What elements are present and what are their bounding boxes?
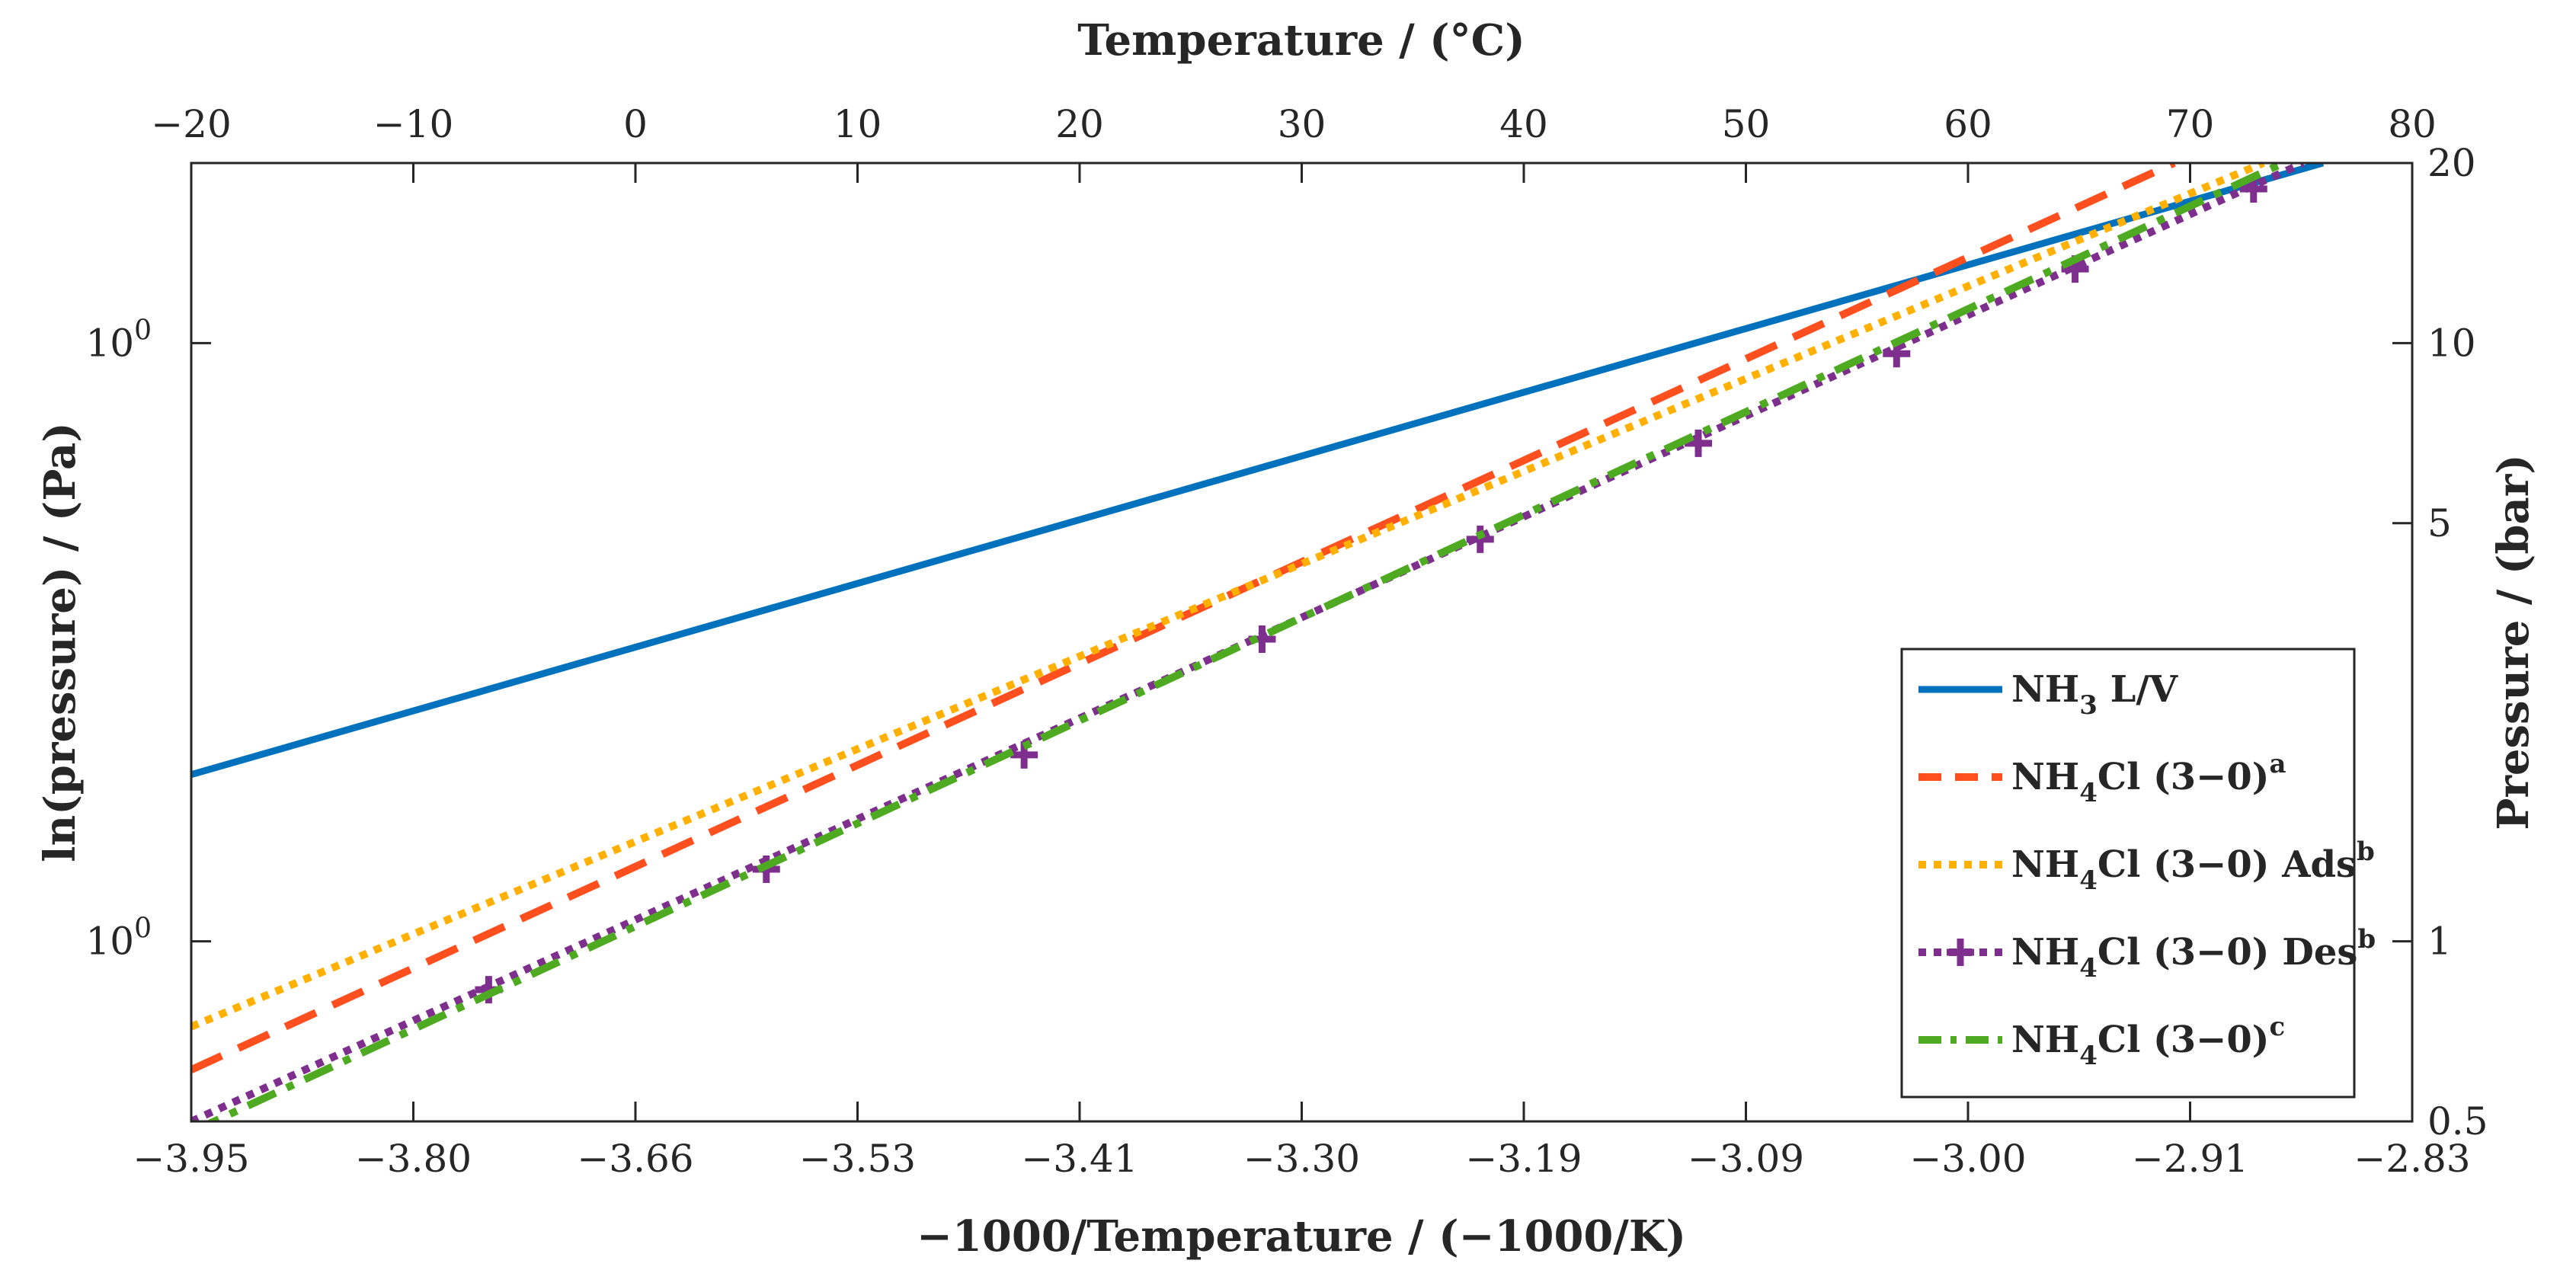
x-tick-label: −3.00 [1909, 1137, 2026, 1181]
legend-label-sup: b [2357, 836, 2375, 867]
x-tick-label: −3.19 [1465, 1137, 1582, 1181]
right-tick-label: 10 [2427, 321, 2476, 365]
legend-label-sub: 4 [2079, 865, 2098, 896]
legend-label-sub: 4 [2079, 1041, 2098, 1071]
top-tick-label: 60 [1944, 102, 1992, 146]
plus-marker [1685, 429, 1713, 457]
right-tick-label: 0.5 [2427, 1099, 2488, 1143]
x-tick-label: −3.80 [355, 1137, 472, 1181]
top-tick-label: 20 [1055, 102, 1104, 146]
legend-entry: NH3 L/V [1918, 668, 2178, 721]
legend-label-rest: L/V [2098, 668, 2178, 711]
legend-label-main: NH [2011, 931, 2079, 974]
legend-label-main: NH [2011, 756, 2079, 798]
top-tick-label: 10 [834, 102, 882, 146]
legend-label-main: NH [2011, 843, 2079, 886]
legend-entry: NH4Cl (3−0) Desb [1918, 924, 2376, 984]
y-tick-label: 100 [85, 913, 152, 964]
top-tick-label: 0 [623, 102, 648, 146]
x-tick-label: −3.95 [133, 1137, 249, 1181]
legend-label: NH4Cl (3−0) Adsb [2011, 836, 2375, 896]
legend-label-sup: b [2357, 924, 2376, 955]
series-layer [191, 163, 2325, 1121]
x-tick-label: −3.30 [1243, 1137, 1360, 1181]
legend-label-sub: 4 [2079, 953, 2098, 984]
top-tick-label: 30 [1278, 102, 1326, 146]
x-tick-label: −3.09 [1688, 1137, 1804, 1181]
legend-label-sup: c [2270, 1012, 2286, 1042]
x-tick-label: −2.91 [2132, 1137, 2248, 1181]
top-tick-label: 70 [2166, 102, 2215, 146]
x-tick-label: −2.83 [2354, 1137, 2470, 1181]
legend-label-sub: 4 [2079, 778, 2098, 808]
top-tick-label: −20 [151, 102, 232, 146]
legend-label-main: NH [2011, 668, 2079, 711]
top-tick-label: 50 [1722, 102, 1771, 146]
y-axis-title: ln(pressure) / (Pa) [35, 422, 85, 862]
plus-marker [1466, 525, 1494, 553]
legend-box [1900, 648, 2356, 1099]
legend-entry: NH4Cl (3−0) Adsb [1918, 836, 2375, 896]
y-tick-label: 100 [85, 315, 152, 365]
right-tick-label: 20 [2427, 141, 2476, 185]
y-tick-exponent: 0 [134, 913, 152, 945]
x-tick-label: −3.41 [1021, 1137, 1138, 1181]
x2-axis-title: Temperature / (°C) [1077, 15, 1525, 66]
legend-label: NH4Cl (3−0) Desb [2011, 924, 2376, 984]
x-tick-label: −3.53 [799, 1137, 916, 1181]
series-line-0 [191, 163, 2325, 779]
legend-label: NH3 L/V [2011, 668, 2178, 721]
y-tick-exponent: 0 [134, 315, 152, 346]
legend-label: NH4Cl (3−0)a [2011, 749, 2286, 808]
top-tick-label: 40 [1499, 102, 1548, 146]
legend-entry: NH4Cl (3−0)c [1918, 1012, 2285, 1071]
right-tick-label: 5 [2427, 501, 2452, 545]
y-tick-base: 10 [85, 920, 134, 964]
legend-label-rest: Cl (3−0) Ads [2098, 843, 2357, 886]
series-line-4 [205, 163, 2285, 1121]
legend-label-rest: Cl (3−0) [2098, 1019, 2270, 1061]
y2-axis-title: Pressure / (bar) [2488, 454, 2539, 830]
legend-entry: NH4Cl (3−0)a [1918, 749, 2286, 808]
right-tick-label: 1 [2427, 920, 2452, 964]
top-tick-label: 80 [2388, 102, 2437, 146]
y-tick-base: 10 [85, 321, 134, 365]
legend-label-sub: 3 [2079, 690, 2098, 721]
legend-label-rest: Cl (3−0) Des [2098, 931, 2357, 974]
legend-label: NH4Cl (3−0)c [2011, 1012, 2285, 1071]
top-tick-label: −10 [373, 102, 454, 146]
x-tick-label: −3.66 [577, 1137, 693, 1181]
series-line-3 [191, 163, 2305, 1121]
legend-label-sup: a [2270, 749, 2286, 779]
legend-label-main: NH [2011, 1019, 2079, 1061]
legend-label-rest: Cl (3−0) [2098, 756, 2270, 798]
x-axis-title: −1000/Temperature / (−1000/K) [917, 1211, 1686, 1262]
ticks-layer: −3.95−20−3.80−10−3.660−3.5310−3.4120−3.3… [85, 102, 2488, 1181]
